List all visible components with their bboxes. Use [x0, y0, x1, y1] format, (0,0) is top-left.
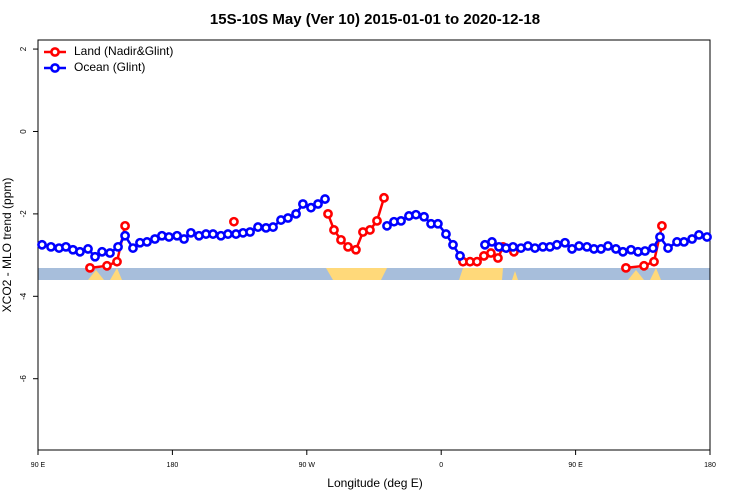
- data-point: [283, 213, 293, 223]
- x-tick-label: 0: [439, 462, 443, 469]
- data-point: [411, 209, 421, 220]
- data-point: [208, 229, 218, 239]
- data-point: [419, 211, 429, 222]
- data-point: [448, 239, 458, 250]
- data-point: [702, 232, 712, 242]
- x-tick-label: 90 E: [568, 462, 583, 469]
- data-point: [113, 241, 123, 252]
- y-axis-label: XCO2 - MLO trend (ppm): [0, 178, 14, 313]
- data-point: [46, 241, 56, 252]
- data-point: [179, 234, 189, 244]
- data-point: [229, 216, 239, 227]
- data-point: [663, 243, 673, 253]
- y-tick-label: 2: [19, 46, 28, 51]
- data-point: [618, 246, 628, 257]
- x-tick-label: 180: [167, 462, 179, 469]
- data-point: [253, 222, 263, 232]
- land-area: [88, 270, 104, 280]
- data-point: [379, 192, 389, 203]
- legend-marker: [50, 63, 60, 73]
- data-point: [530, 243, 540, 253]
- data-point: [655, 232, 665, 242]
- data-point: [186, 227, 196, 238]
- data-point: [336, 234, 346, 245]
- chart-title: 15S-10S May (Ver 10) 2015-01-01 to 2020-…: [210, 11, 540, 28]
- data-point: [560, 237, 570, 248]
- data-point: [621, 262, 631, 273]
- data-point: [508, 241, 518, 252]
- legend-label: Land (Nadir&Glint): [74, 44, 173, 58]
- y-tick-label: -6: [19, 375, 28, 383]
- data-point: [472, 256, 482, 267]
- x-tick-label: 180: [704, 462, 716, 469]
- data-point: [102, 260, 112, 271]
- y-tick-label: -2: [19, 210, 28, 218]
- data-point: [455, 251, 465, 261]
- data-point: [343, 241, 353, 252]
- data-point: [351, 244, 361, 255]
- data-point: [640, 246, 650, 256]
- data-point: [37, 239, 47, 250]
- data-point: [372, 215, 382, 226]
- data-point: [574, 241, 584, 251]
- data-point: [320, 194, 330, 204]
- data-point: [306, 202, 316, 213]
- data-point: [128, 243, 138, 253]
- data-point: [603, 241, 613, 251]
- data-point: [487, 237, 497, 247]
- land-area: [326, 268, 387, 280]
- data-point: [268, 222, 278, 232]
- land-area: [110, 268, 122, 280]
- data-point: [649, 256, 659, 267]
- data-point: [552, 239, 562, 250]
- data-point: [648, 243, 658, 253]
- x-tick-label: 90 W: [299, 462, 316, 469]
- data-point: [112, 256, 122, 267]
- data-point: [85, 262, 95, 273]
- data-point: [142, 237, 152, 247]
- land-area: [650, 268, 661, 280]
- data-point: [323, 208, 333, 219]
- land-ocean-mask: [38, 268, 710, 280]
- data-point: [382, 220, 392, 231]
- land-area: [512, 271, 518, 280]
- data-point: [90, 251, 100, 262]
- data-point: [120, 230, 130, 241]
- data-point: [298, 199, 308, 209]
- x-axis-label: Longitude (deg E): [327, 476, 422, 490]
- data-point: [223, 229, 233, 239]
- data-point: [441, 229, 451, 239]
- data-point: [329, 225, 339, 235]
- data-point: [313, 199, 323, 209]
- data-point: [493, 253, 503, 263]
- data-point: [83, 244, 93, 254]
- data-point: [120, 220, 130, 231]
- legend-label: Ocean (Glint): [74, 60, 145, 74]
- data-point: [164, 232, 174, 242]
- data-point: [639, 260, 649, 271]
- data-point: [245, 227, 255, 237]
- land-area: [459, 268, 503, 280]
- data-point: [105, 248, 115, 258]
- land-area: [628, 270, 644, 280]
- data-point: [657, 220, 667, 231]
- data-point: [396, 215, 406, 226]
- y-tick-label: -4: [19, 292, 28, 300]
- x-tick-label: 90 E: [31, 462, 46, 469]
- y-tick-label: 0: [19, 129, 28, 134]
- data-point: [75, 246, 85, 257]
- data-point: [291, 208, 301, 219]
- data-point: [365, 225, 375, 235]
- data-point: [694, 230, 704, 240]
- data-point: [679, 237, 689, 247]
- data-point: [486, 248, 496, 258]
- data-point: [433, 218, 443, 229]
- data-point: [97, 246, 107, 257]
- legend-marker: [50, 47, 60, 57]
- data-point: [687, 234, 697, 244]
